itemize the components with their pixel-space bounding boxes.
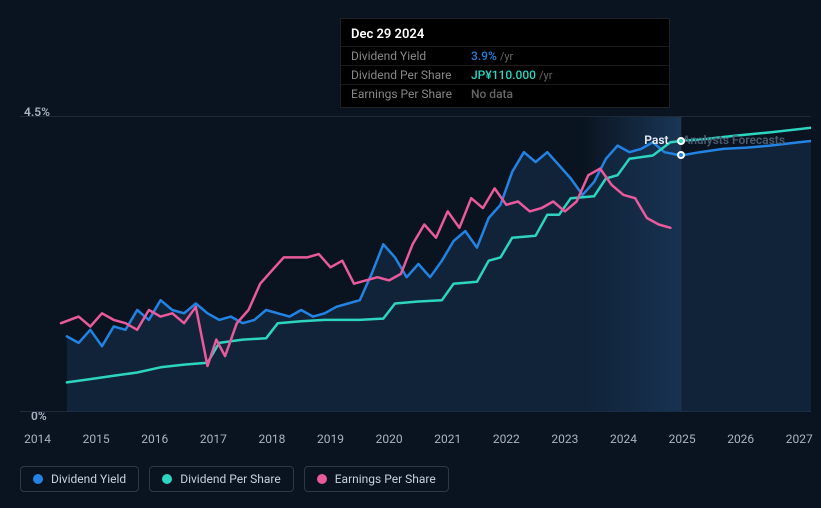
tooltip-row: Dividend Per ShareJP¥110.000/yr	[341, 65, 669, 84]
period-labels: Past Analysts Forecasts	[644, 133, 785, 147]
x-axis: 2014 2015 2016 2017 2018 2019 2020 2021 2022 2023…	[20, 432, 811, 448]
chart-area[interactable]: 4.5% 0%	[20, 108, 811, 420]
legend-dot-icon	[317, 474, 327, 484]
legend-item[interactable]: Earnings Per Share	[304, 466, 449, 492]
tooltip-value: JP¥110.000	[471, 68, 536, 82]
legend-label: Dividend Yield	[51, 472, 126, 486]
x-tick: 2019	[317, 432, 344, 446]
legend-item[interactable]: Dividend Per Share	[149, 466, 294, 492]
x-tick: 2025	[669, 432, 696, 446]
x-tick: 2024	[610, 432, 637, 446]
tooltip-rows: Dividend Yield3.9%/yrDividend Per ShareJ…	[341, 46, 669, 103]
legend-label: Earnings Per Share	[335, 472, 436, 486]
tooltip-label: Dividend Yield	[351, 49, 471, 63]
x-tick: 2016	[141, 432, 168, 446]
x-tick: 2022	[493, 432, 520, 446]
period-forecast-label: Analysts Forecasts	[683, 133, 785, 147]
tooltip-label: Dividend Per Share	[351, 68, 471, 82]
tooltip-unit: /yr	[539, 69, 552, 82]
tooltip-row: Dividend Yield3.9%/yr	[341, 46, 669, 65]
series-marker	[677, 137, 685, 145]
legend-dot-icon	[162, 474, 172, 484]
tooltip-value: No data	[471, 87, 513, 101]
period-past-label: Past	[644, 133, 668, 147]
legend-label: Dividend Per Share	[180, 472, 281, 486]
tooltip-value: 3.9%	[471, 49, 497, 63]
x-tick: 2015	[83, 432, 110, 446]
tooltip-unit: /yr	[500, 50, 513, 63]
tooltip-row: Earnings Per ShareNo data	[341, 84, 669, 103]
x-tick: 2026	[727, 432, 754, 446]
x-tick: 2023	[551, 432, 578, 446]
chart-svg	[20, 116, 811, 412]
legend-item[interactable]: Dividend Yield	[20, 466, 139, 492]
legend-dot-icon	[33, 474, 43, 484]
chart-tooltip: Dec 29 2024 Dividend Yield3.9%/yrDividen…	[340, 18, 670, 108]
x-tick: 2021	[434, 432, 461, 446]
x-tick: 2014	[24, 432, 51, 446]
series-marker	[677, 151, 685, 159]
tooltip-label: Earnings Per Share	[351, 87, 471, 101]
x-tick: 2020	[376, 432, 403, 446]
x-tick: 2018	[258, 432, 285, 446]
tooltip-date: Dec 29 2024	[341, 25, 669, 46]
x-tick: 2017	[200, 432, 227, 446]
plot-surface	[20, 116, 811, 412]
legend: Dividend Yield Dividend Per Share Earnings…	[20, 466, 449, 492]
x-tick: 2027	[786, 432, 813, 446]
